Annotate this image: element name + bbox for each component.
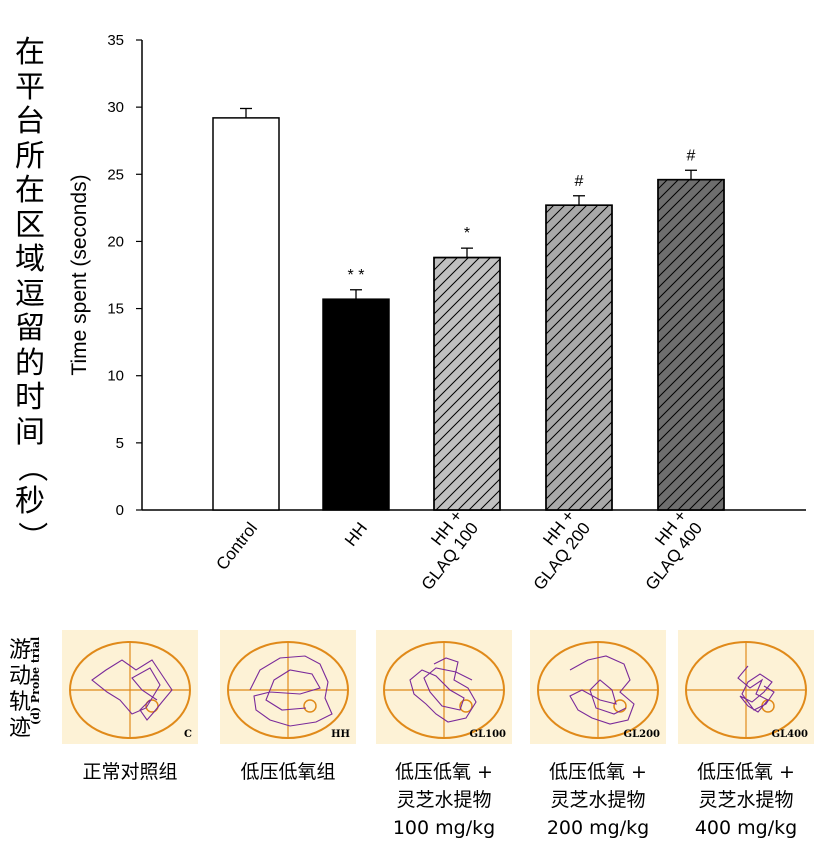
group-caption: 正常对照组 [52, 758, 208, 786]
category-label: HH +GLAQ 200 [530, 506, 594, 593]
panel-tag: GL200 [623, 729, 660, 740]
swim-track-plot [69, 641, 191, 739]
swim-track-plot [383, 641, 505, 739]
chinese-axis-title: 在平台所在区域逗留的时间（秒） [8, 35, 52, 554]
bar [212, 117, 280, 511]
title-char: 在 [15, 35, 45, 70]
panel-tag: HH [331, 729, 350, 740]
caption-line: 灵芝水提物 [550, 789, 646, 811]
category-label: HH [341, 519, 371, 550]
y-tick-label: 35 [107, 32, 124, 49]
category-label-line: Control [212, 519, 261, 574]
swim-track-plot [537, 641, 659, 739]
title-char: 区 [15, 207, 45, 243]
title-char: 时 [15, 380, 45, 415]
swim-path [737, 665, 775, 713]
swim-path [569, 655, 635, 725]
group-caption: 低压低氧 + 灵芝水提物 100 mg/kg [366, 758, 522, 842]
significance-mark: # [575, 173, 584, 190]
probe-panel: HH [220, 630, 356, 744]
title-char: 所 [15, 138, 45, 174]
title-char: 秒 [15, 483, 45, 519]
swim-path [409, 657, 477, 723]
caption-line: 低压低氧 + [395, 761, 493, 783]
caption-line: 100 mg/kg [392, 817, 496, 839]
platform-marker [459, 699, 473, 713]
y-tick-label: 10 [107, 368, 124, 385]
swim-path [91, 659, 173, 721]
caption-line: 低压低氧组 [240, 761, 336, 783]
group-caption: 低压低氧 + 灵芝水提物 200 mg/kg [520, 758, 676, 842]
probe-panel: GL200 [530, 630, 666, 744]
group-caption: 低压低氧 + 灵芝水提物 400 mg/kg [668, 758, 824, 842]
bar-hatch [433, 256, 501, 511]
probe-panel: GL100 [376, 630, 512, 744]
y-tick-label: 20 [107, 233, 124, 250]
y-tick-label: 25 [107, 166, 124, 183]
swim-label-char: 游 [8, 638, 31, 663]
title-char: 的 [15, 345, 45, 381]
significance-mark: # [687, 147, 696, 164]
title-char: 间 [15, 414, 45, 450]
caption-line: 灵芝水提物 [396, 789, 492, 811]
caption-line: 低压低氧 + [697, 761, 795, 783]
y-tick-label: 30 [107, 99, 124, 116]
caption-line: 200 mg/kg [546, 817, 650, 839]
panel-tag: GL100 [469, 729, 506, 740]
swim-label-char: 迹 [8, 716, 31, 741]
caption-line: 400 mg/kg [694, 817, 798, 839]
category-label: HH +GLAQ 400 [642, 506, 706, 593]
probe-panel: GL400 [678, 630, 814, 744]
bar-hatch [545, 204, 613, 511]
title-char: 留 [15, 311, 45, 346]
significance-mark: * * [348, 267, 365, 284]
swim-label-char: 动 [8, 664, 31, 689]
group-caption: 低压低氧组 [210, 758, 366, 786]
bar [322, 298, 390, 511]
swim-label-char: 轨 [8, 690, 31, 715]
category-label: HH +GLAQ 100 [418, 506, 482, 593]
category-label: Control [212, 519, 261, 574]
probe-trial-label: (d) Probe trial [29, 636, 42, 725]
title-char: ） [13, 521, 49, 552]
title-char: 域 [15, 242, 45, 277]
y-tick-label: 5 [116, 435, 124, 452]
platform-marker [613, 699, 627, 713]
panel-tag: C [184, 729, 192, 740]
panel-tag: GL400 [771, 729, 808, 740]
swim-track-plot [227, 641, 349, 739]
swim-track-label: 游动轨迹 [2, 638, 38, 742]
title-char: （ [13, 452, 49, 483]
caption-line: 灵芝水提物 [698, 789, 794, 811]
title-char: 平 [15, 69, 45, 105]
probe-panel: C [62, 630, 198, 744]
title-char: 逗 [15, 276, 45, 312]
platform-marker [145, 699, 159, 713]
bar-hatch [657, 178, 725, 511]
title-char: 台 [15, 104, 45, 139]
caption-line: 低压低氧 + [549, 761, 647, 783]
y-tick-label: 15 [107, 301, 124, 318]
category-label-line: HH [341, 519, 371, 550]
caption-line: 正常对照组 [82, 761, 178, 783]
y-axis-label: Time spent (seconds) [68, 174, 91, 375]
bar-chart: 0 5 10 15 20 25 30 35 Time spent (seconds) Contro… [68, 32, 806, 594]
swim-track-plot [685, 641, 807, 739]
significance-mark: * [464, 225, 470, 242]
y-tick-label: 0 [116, 502, 124, 519]
platform-marker [303, 699, 317, 713]
swim-path [249, 655, 333, 727]
title-char: 在 [15, 173, 45, 208]
